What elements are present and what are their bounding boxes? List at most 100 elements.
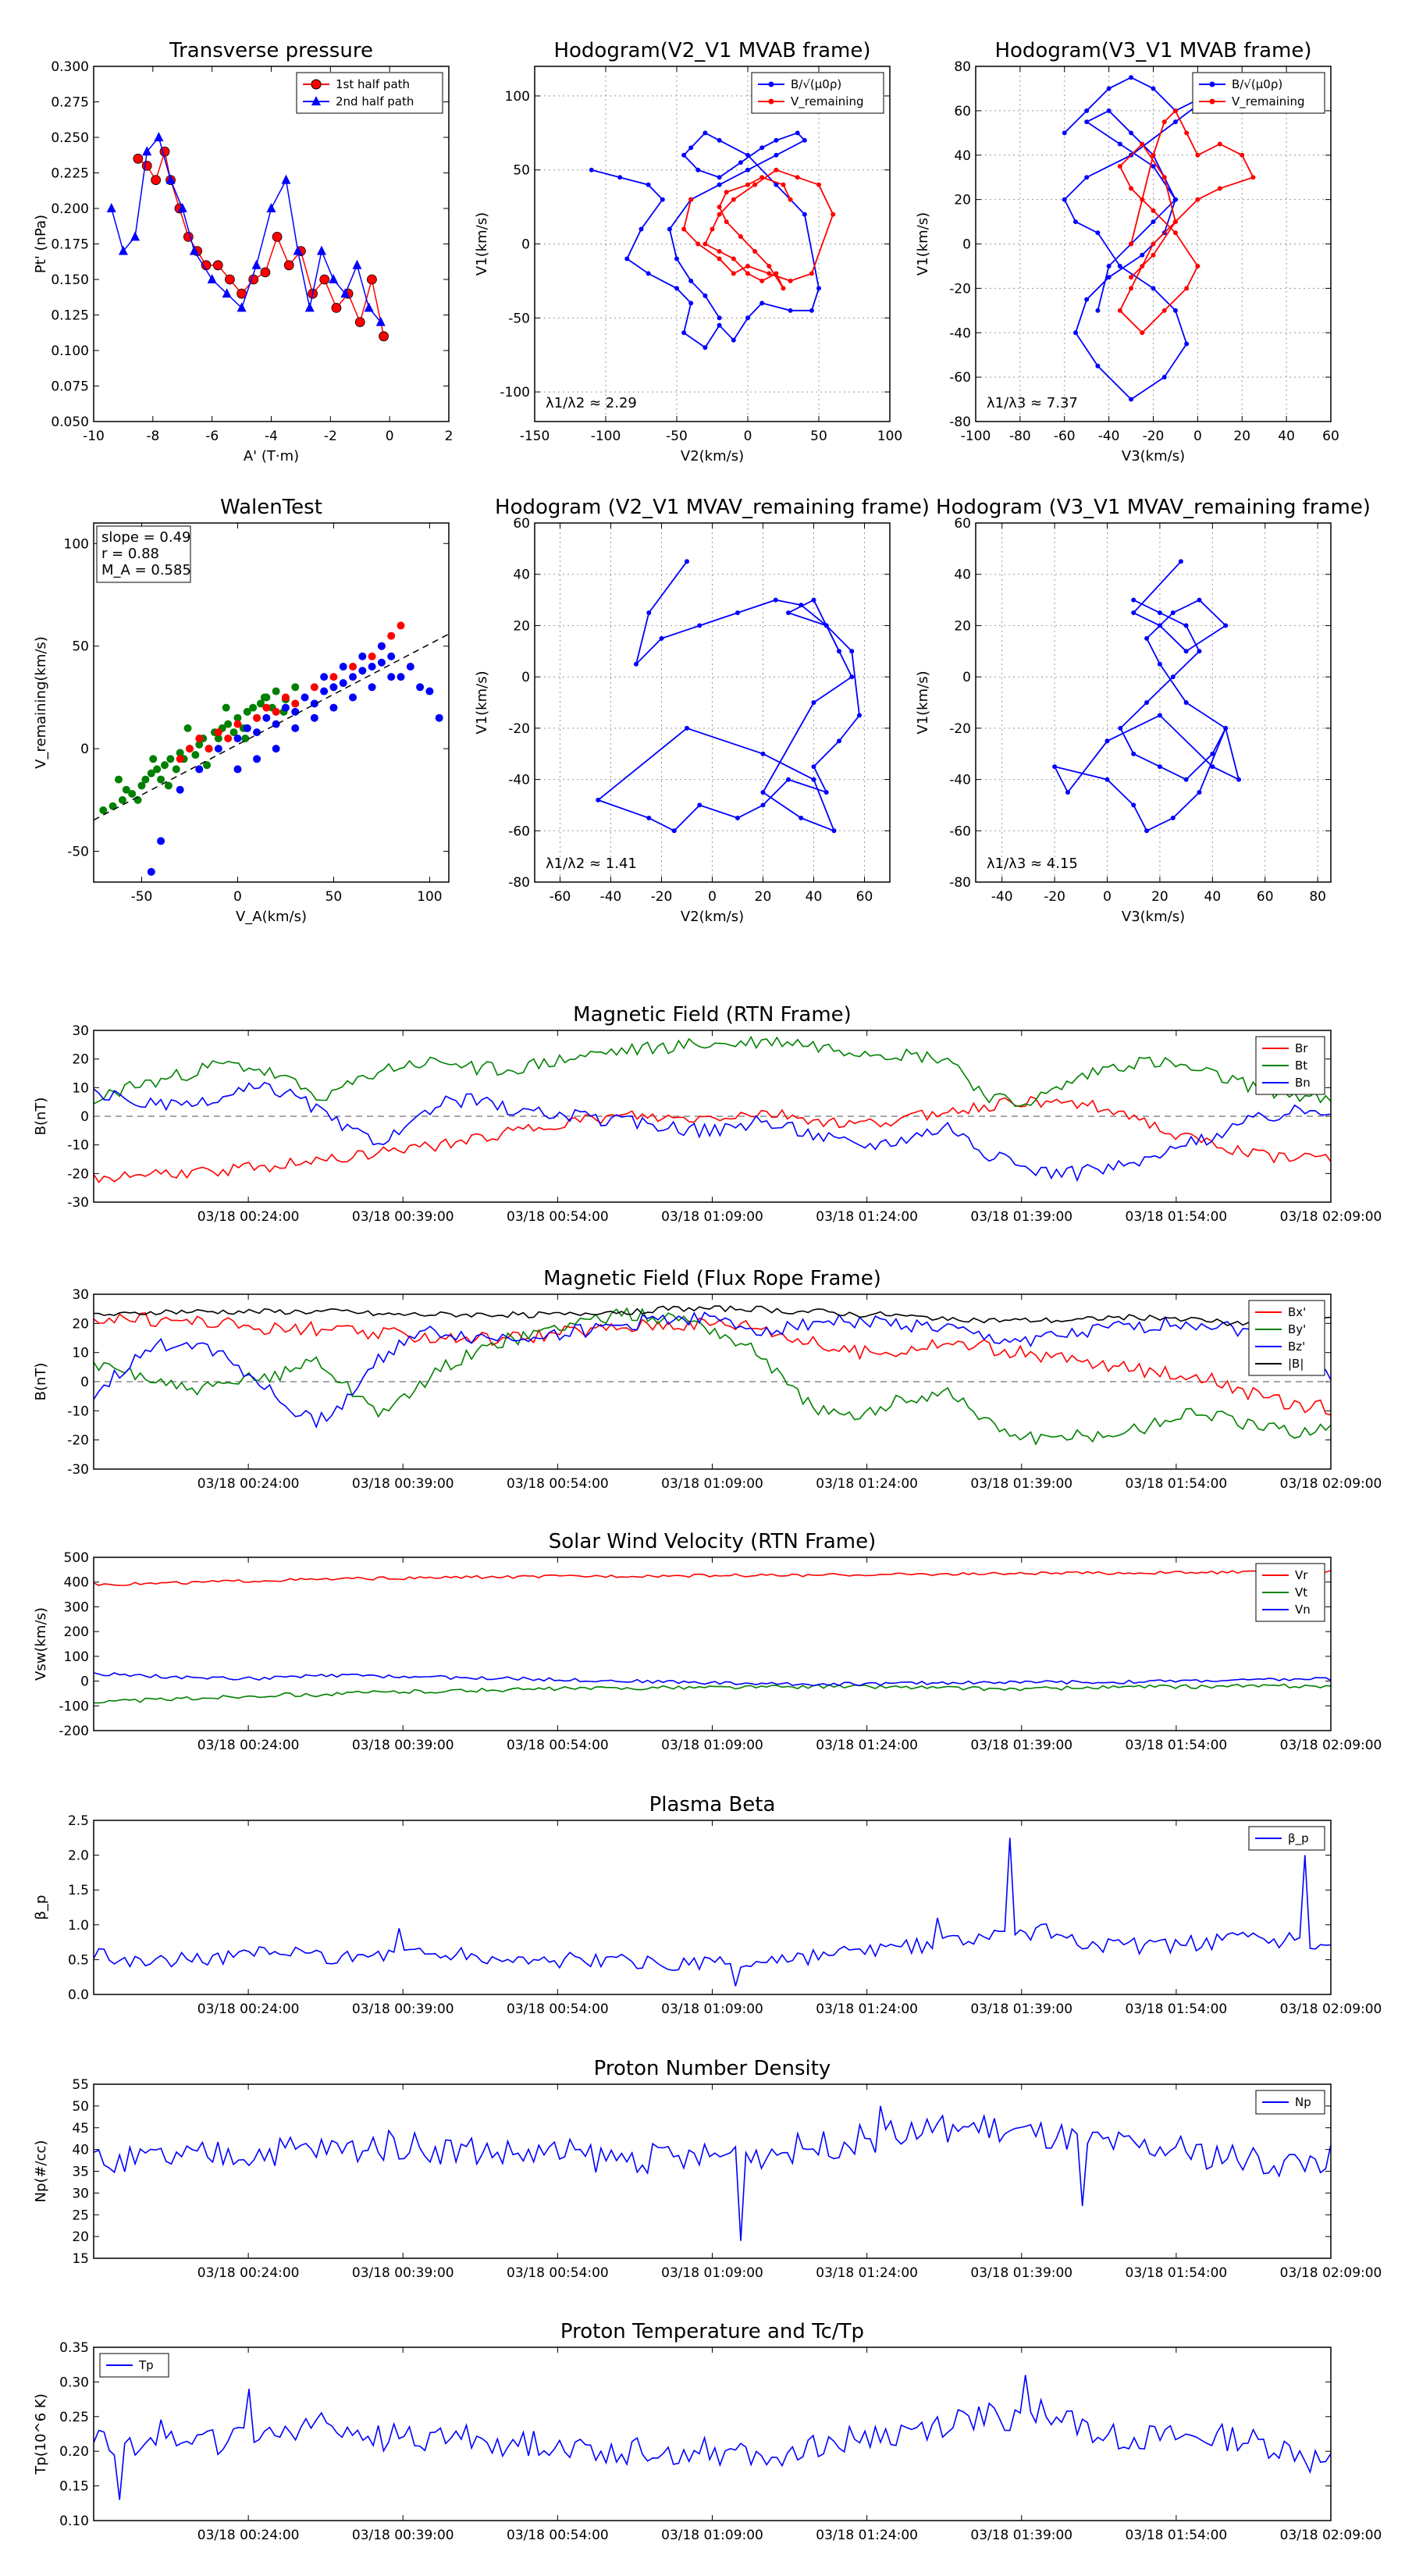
bfield_fr-legend-label: |B| bbox=[1288, 1357, 1304, 1371]
hodo_b2-point-B/√(μ0ρ) bbox=[617, 175, 623, 180]
hodo_b3-xtick-label: -20 bbox=[1143, 429, 1165, 444]
pt-xtick-label: 0 bbox=[386, 429, 394, 444]
np-ytick-label: 40 bbox=[72, 2143, 89, 2158]
hodo_b3-point-B/√(μ0ρ) bbox=[1151, 163, 1156, 169]
pt-frame bbox=[93, 66, 450, 422]
vsw-ytick-label: 300 bbox=[64, 1599, 89, 1615]
pt-ylabel: Pt' (nPa) bbox=[33, 215, 49, 273]
bfield_fr-ytick-label: 0 bbox=[80, 1375, 89, 1390]
vsw-legend-label: Vn bbox=[1295, 1603, 1311, 1617]
hodo_v3-point-V bbox=[1183, 649, 1189, 654]
hodo_b3-point-V_remaining bbox=[1129, 186, 1134, 191]
pt-marker-2nd half path bbox=[189, 245, 199, 255]
pt-legend-label: 2nd half path bbox=[336, 94, 414, 109]
hodo_b3-point-V_remaining bbox=[1161, 175, 1167, 180]
vsw-ytick-label: -100 bbox=[59, 1699, 89, 1714]
hodo_v3-line-V bbox=[1053, 560, 1240, 832]
walen-frame bbox=[93, 522, 450, 883]
tp-xtick-label: 03/18 01:39:00 bbox=[970, 2528, 1072, 2543]
pt-marker-1st half path bbox=[133, 153, 144, 164]
walen-point-blue bbox=[147, 867, 155, 876]
np-legend: Np bbox=[1255, 2090, 1325, 2115]
hodo_b2-point-V_remaining bbox=[738, 234, 743, 240]
hodo_b2-point-V_remaining bbox=[831, 212, 836, 217]
hodo_b3-xtick-label: 0 bbox=[1193, 429, 1202, 444]
bfield_fr-xtick-label: 03/18 00:39:00 bbox=[352, 1476, 454, 1492]
hodo_b3-line-V_remaining bbox=[1119, 109, 1254, 334]
walen-point-green bbox=[183, 724, 192, 732]
walen-point-red bbox=[205, 745, 213, 753]
walen-point-blue bbox=[243, 724, 251, 732]
bfield_fr-legend: Bx' By' Bz' |B| bbox=[1248, 1300, 1325, 1376]
hodo_v2-xtick-label: -40 bbox=[600, 889, 622, 905]
beta-legend-label: β_p bbox=[1288, 1831, 1309, 1846]
hodo_b2-ytick-label: 100 bbox=[505, 89, 530, 105]
bfield_fr-ylabel: B(nT) bbox=[33, 1363, 49, 1401]
hodo_b2-point-B/√(μ0ρ) bbox=[702, 345, 708, 350]
pt-marker-1st half path bbox=[367, 274, 377, 285]
walen-point-blue bbox=[253, 755, 261, 763]
tp-frame bbox=[93, 2347, 1332, 2521]
bfield_rtn-series-Br bbox=[93, 1096, 1332, 1183]
hodo_b2-annotation: λ1/λ2 ≈ 2.29 bbox=[546, 395, 637, 411]
hodo_v3-xtick-label: 20 bbox=[1151, 889, 1168, 905]
walen-point-green bbox=[166, 755, 175, 763]
bfield_fr-legend-label: Bx' bbox=[1288, 1305, 1306, 1319]
beta-ytick-label: 0.5 bbox=[68, 1952, 89, 1968]
np-ytick-label: 15 bbox=[72, 2251, 89, 2267]
pt-xtick-label: -2 bbox=[324, 429, 337, 444]
hodo_v3-point-V bbox=[1223, 725, 1229, 731]
hodo_b3-ytick-label: -40 bbox=[949, 326, 971, 341]
hodo_v3-point-V bbox=[1131, 751, 1136, 756]
hodo_b3-point-B/√(μ0ρ) bbox=[1151, 286, 1156, 291]
hodo_v2-ytick-label: 20 bbox=[513, 618, 530, 634]
walen-point-blue bbox=[358, 667, 367, 675]
beta-ytick-label: 0.0 bbox=[68, 1987, 89, 2003]
hodo_v3-point-V bbox=[1197, 790, 1202, 795]
hodo_b3-legend-marker bbox=[1209, 81, 1215, 87]
hodo_b2-point-B/√(μ0ρ) bbox=[759, 145, 765, 151]
tp-xtick-label: 03/18 01:54:00 bbox=[1126, 2528, 1228, 2543]
hodo_b3-xlabel: V3(km/s) bbox=[1122, 448, 1185, 464]
walen-point-green bbox=[137, 781, 146, 790]
tp-ytick-label: 0.30 bbox=[59, 2375, 89, 2390]
bfield_fr-ytick-label: 10 bbox=[72, 1346, 89, 1361]
hodo_b3-point-B/√(μ0ρ) bbox=[1106, 275, 1112, 280]
hodo_b2-xtick-label: 0 bbox=[744, 429, 752, 444]
hodo_b2-point-V_remaining bbox=[759, 278, 765, 283]
beta-legend: β_p bbox=[1248, 1826, 1325, 1851]
bfield_rtn-xtick-label: 03/18 02:09:00 bbox=[1280, 1209, 1382, 1225]
vsw-axes: Solar Wind Velocity (RTN Frame) -200 -100 0… bbox=[33, 1530, 1382, 1753]
hodo_b2-point-B/√(μ0ρ) bbox=[589, 167, 594, 173]
hodo_b2-point-B/√(μ0ρ) bbox=[738, 160, 743, 165]
pt-line-2nd half path bbox=[111, 136, 382, 323]
hodo_b2-point-B/√(μ0ρ) bbox=[681, 330, 687, 336]
tp-xtick-label: 03/18 00:24:00 bbox=[197, 2528, 300, 2543]
hodo_v3-point-V bbox=[1170, 674, 1176, 680]
pt-xtick-label: -4 bbox=[265, 429, 278, 444]
tp-legend: Tp bbox=[99, 2353, 169, 2378]
walen-point-green bbox=[164, 781, 173, 790]
hodo_v3-xtick-label: 40 bbox=[1204, 889, 1222, 905]
pt-marker-2nd half path bbox=[329, 274, 339, 283]
walen-point-green bbox=[176, 749, 184, 757]
hodo_b3-ytick-label: 60 bbox=[954, 104, 971, 119]
hodo_b3-point-V_remaining bbox=[1151, 252, 1156, 258]
hodo_v2-point-V bbox=[799, 603, 804, 608]
bfield_fr-ytick-label: -10 bbox=[67, 1404, 89, 1419]
walen-point-blue bbox=[310, 713, 318, 722]
pt-marker-2nd half path bbox=[281, 174, 291, 184]
hodo_b3-point-V_remaining bbox=[1129, 241, 1134, 247]
hodo_b2-legend-label: B/√(μ0ρ) bbox=[791, 77, 841, 91]
vsw-frame bbox=[93, 1557, 1332, 1731]
hodo_b2-point-B/√(μ0ρ) bbox=[717, 322, 722, 328]
walen-point-blue bbox=[262, 713, 271, 722]
hodo_v2-ylabel: V1(km/s) bbox=[474, 671, 490, 734]
bfield_rtn-ytick-label: -20 bbox=[67, 1166, 89, 1182]
hodo_b2-line-B/√(μ0ρ) bbox=[591, 132, 820, 349]
bfield_rtn-xtick-label: 03/18 00:24:00 bbox=[197, 1209, 300, 1225]
walen-ylabel: V_remaining(km/s) bbox=[33, 636, 49, 769]
pt-marker-1st half path bbox=[272, 231, 283, 242]
vsw-ytick-label: 100 bbox=[64, 1649, 89, 1665]
hodo_v3-xtick-label: -20 bbox=[1044, 889, 1065, 905]
